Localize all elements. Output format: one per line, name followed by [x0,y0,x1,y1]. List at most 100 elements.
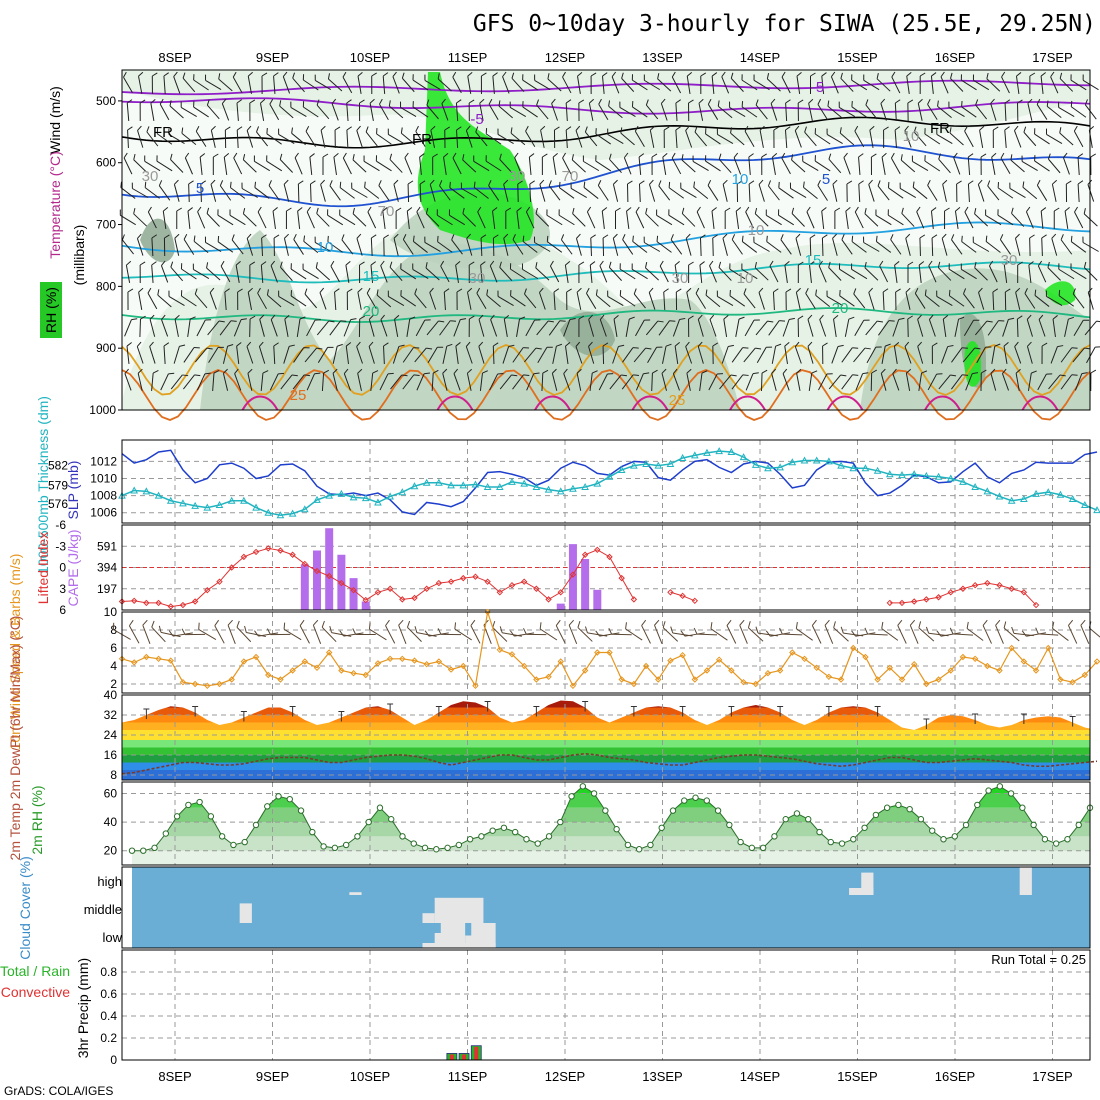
wind-barb-shaft [938,158,951,174]
lifted-index-line [889,582,1037,606]
wind-barb-shaft [876,241,892,253]
wind-barb-shaft [622,347,634,363]
wind-barb-flag [509,263,512,270]
wind-barb-shaft [577,76,581,94]
wind-speed-marker [143,653,150,661]
wind-barb [541,369,549,392]
wind-barb-flag [744,125,749,132]
wind-barb-flag [562,71,566,78]
wind-barb [723,314,729,337]
wind-barb-flag [400,263,402,270]
wind-barb-shaft [503,184,509,202]
wind-barb [586,287,597,309]
rh-marker [906,805,913,813]
wind-barb-shaft [392,76,400,94]
wind-barb-shaft [278,134,295,144]
wind-barb-shaft [283,184,290,202]
wind-barb-shaft [449,187,465,199]
wind-barb-flag [817,179,821,186]
wind-barb [608,261,622,281]
wind-barb [791,154,806,173]
wind-barb [721,344,734,364]
wind-barb-shaft [854,211,864,229]
wind-barb [717,100,733,119]
wind-barb-shaft [572,213,586,227]
wind-barb [583,181,599,199]
wind-barb [599,260,608,283]
surface-wind-barb [966,621,984,641]
surface-wind-barb-shaft [1052,628,1069,641]
wind-barb-shaft [906,76,910,94]
wind-barb-shaft [488,185,500,201]
wind-barb-flag [398,344,405,347]
wind-barb-flag [1046,373,1053,375]
wind-barb [870,153,877,176]
wind-barb-flag [767,180,772,187]
wind-barb-shaft [451,239,463,255]
wind-barb [622,347,639,363]
surface-wind-barb-shaft [710,628,728,641]
wind-barb [758,287,765,310]
wind-barb-shaft [218,78,233,92]
wind-barb-shaft [948,107,965,117]
wind-barb [904,125,912,148]
wind-barb [887,181,904,199]
wind-barb [736,180,743,203]
wind-barb [395,207,402,230]
rh-marker [241,838,248,846]
wind-speed-marker [569,682,577,690]
surface-wind-barb-shaft [514,632,535,637]
wind-barb-flag [119,209,121,216]
wind-barb-shaft [1048,158,1061,174]
wind-barb [781,152,791,175]
wind-barb-shaft [257,211,267,229]
wind-barb-flag [595,289,598,296]
wind-barb-flag [371,234,377,239]
wind-barb-flag [789,317,795,321]
wind-barb-shaft [565,346,569,364]
wind-barb [917,341,924,364]
wind-barb-flag [613,314,619,320]
wind-barb-flag [415,125,419,132]
wind-barb [784,126,791,149]
precip-convective-bar [449,1054,454,1060]
wind-barb-flag [1017,315,1023,320]
wind-barb-flag [1074,206,1078,213]
surface-wind-barb [227,619,236,645]
wind-barb [297,180,304,203]
wind-tick-label: 6 [110,641,117,655]
wind-barb-flag [781,152,786,159]
surface-wind-barb-shaft [407,627,422,642]
rh-marker [917,816,925,823]
wind-barb-shaft [612,238,619,256]
wind-barb [769,260,779,283]
wind-barb [1029,72,1036,95]
lifted-index-marker [971,582,979,589]
wind-barb [1046,100,1062,119]
wind-barb [476,287,487,309]
wind-barb-flag [929,314,934,320]
wind-barb-shaft [317,347,329,363]
wind-barb [864,207,879,227]
wind-barb [707,98,719,120]
wind-barb [962,347,981,363]
wind-barb [990,368,997,391]
wind-barb-flag [741,101,744,107]
wind-barb-flag [697,341,703,347]
wind-barb [236,99,243,122]
wind-barb-shaft [474,187,489,199]
wind-barb-flag [319,287,325,293]
surface-wind-barb-shaft [151,626,166,643]
wind-barb-flag [1045,128,1048,135]
wind-barb [1036,179,1048,201]
wind-barb [661,368,667,391]
cloud-level-label: middle [84,902,122,917]
wind-barb-flag [356,341,361,347]
wind-barb-flag [497,373,504,375]
wind-barb-flag [535,207,538,214]
surface-wind-barb-flag [747,621,751,628]
wind-barb-flag [368,341,374,347]
wind-barb [1015,72,1022,94]
wind-barb-flag [1029,234,1035,239]
wind-barb [510,127,526,146]
